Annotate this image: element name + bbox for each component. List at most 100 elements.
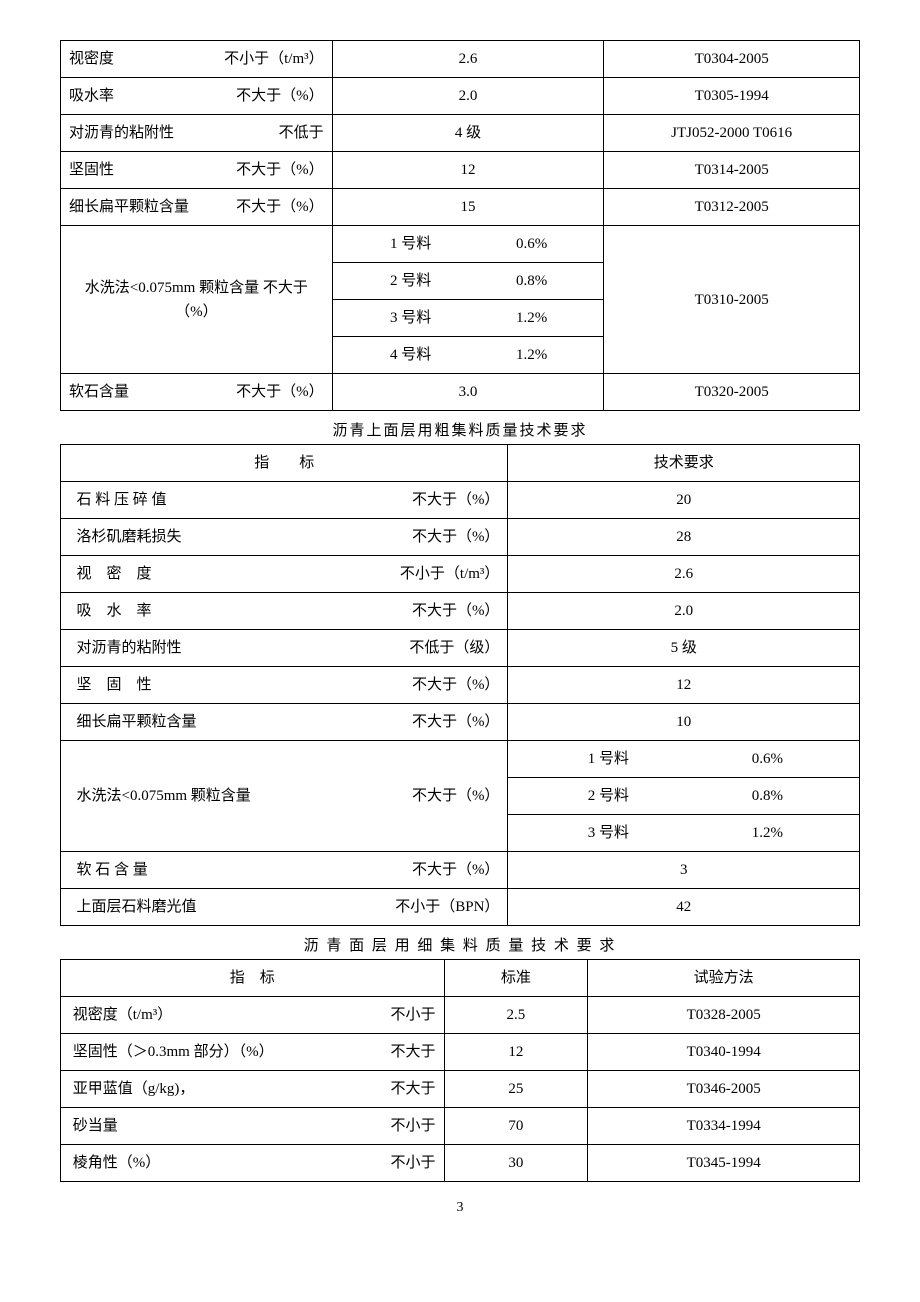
table-row: 上面层石料磨光值 不小于（BPN） 42 [61,889,860,926]
param-name: 坚固性 [69,158,114,182]
param-cond: 不低于（级） [409,636,499,660]
param-cond: 不小于（t/m³） [400,562,500,586]
wash-sub: 3 号料1.2% [508,815,860,852]
param-value: 2.6 [508,556,860,593]
param-value: 5 级 [508,630,860,667]
param-method: T0328-2005 [588,997,860,1034]
param-name: 对沥青的粘附性 [69,121,174,145]
table-row: 石 料 压 碎 值 不大于（%） 20 [61,482,860,519]
param-name: 上面层石料磨光值 [77,895,197,919]
param-name: 视 密 度 [77,562,152,586]
table-row: 砂当量 不小于 70T0334-1994 [61,1108,860,1145]
table-row: 视密度不小于（t/m³）2.6T0304-2005 [61,41,860,78]
table-row: 对沥青的粘附性不低于4 级JTJ052-2000 T0616 [61,115,860,152]
param-method: T0334-1994 [588,1108,860,1145]
table-row: 细长扁平颗粒含量 不大于（%） 15T0312-2005 [61,189,860,226]
caption-table3: 沥 青 面 层 用 细 集 料 质 量 技 术 要 求 [60,934,860,955]
header-cell: 标准 [444,960,588,997]
table-row: 对沥青的粘附性 不低于（级） 5 级 [61,630,860,667]
param-method: T0314-2005 [604,152,860,189]
table-row: 水洗法<0.075mm 颗粒含量不大于（%）1 号料0.6% [61,741,860,778]
param-name: 视密度 [69,47,114,71]
table-header-row: 指 标技术要求 [61,445,860,482]
param-method: T0340-1994 [588,1034,860,1071]
param-name: 坚 固 性 [77,673,152,697]
param-value: 25 [444,1071,588,1108]
header-cell: 试验方法 [588,960,860,997]
table3: 指 标标准试验方法 视密度（t/m³）不小于2.5T0328-2005 坚固性（… [60,959,860,1182]
param-method: T0346-2005 [588,1071,860,1108]
param-cond: 不大于（%） [236,380,324,404]
table-row: 软 石 含 量不大于（%）3 [61,852,860,889]
param-value: 12 [444,1034,588,1071]
param-cond: 不大于（%） [236,158,324,182]
header-cell: 指 标 [61,445,508,482]
param-name: 亚甲蓝值（g/kg)， [73,1077,195,1101]
param-value: 28 [508,519,860,556]
param-method: T0312-2005 [604,189,860,226]
page-number: 3 [60,1200,860,1216]
param-method: T0304-2005 [604,41,860,78]
param-name: 石 料 压 碎 值 [77,488,167,512]
wash-sub: 1 号料0.6% [508,741,860,778]
param-cond: 不小于（BPN） [395,895,499,919]
param-name: 砂当量 [73,1114,118,1138]
caption-table2: 沥青上面层用粗集料质量技术要求 [60,419,860,440]
wash-label: 水洗法<0.075mm 颗粒含量 不大于（%） [61,226,333,374]
param-cond: 不大于（%） [412,488,500,512]
param-cond: 不小于 [391,1114,436,1138]
param-name: 棱角性（%） [73,1151,161,1175]
header-cell: 指 标 [61,960,445,997]
param-value: 4 级 [332,115,604,152]
param-cond: 不小于（t/m³） [224,47,324,71]
wash-sub: 2 号料0.8% [332,263,604,300]
table-row: 细长扁平颗粒含量 不大于（%） 10 [61,704,860,741]
param-cond: 不大于（%） [236,84,324,108]
param-name: 洛杉矶磨耗损失 [77,525,182,549]
wash-sub: 2 号料0.8% [508,778,860,815]
param-cond: 不大于（%） [412,525,500,549]
param-cond: 不大于（%） [412,710,500,734]
param-method: T0320-2005 [604,374,860,411]
param-name: 软 石 含 量 [77,858,148,882]
param-value: 2.0 [332,78,604,115]
table-row: 洛杉矶磨耗损失 不大于（%） 28 [61,519,860,556]
param-name: 吸 水 率 [77,599,152,623]
wash-sub: 1 号料0.6% [332,226,604,263]
table-row: 视 密 度 不小于（t/m³） 2.6 [61,556,860,593]
wash-sub: 4 号料1.2% [332,337,604,374]
param-value: 15 [332,189,604,226]
table-row: 棱角性（%） 不小于 30T0345-1994 [61,1145,860,1182]
param-value: 20 [508,482,860,519]
param-name: 细长扁平颗粒含量 [77,710,197,734]
param-method: JTJ052-2000 T0616 [604,115,860,152]
wash-sub: 3 号料1.2% [332,300,604,337]
table-row: 视密度（t/m³）不小于2.5T0328-2005 [61,997,860,1034]
table-row: 坚固性 不大于（%） 12T0314-2005 [61,152,860,189]
param-value: 2.5 [444,997,588,1034]
wash-label: 水洗法<0.075mm 颗粒含量不大于（%） [61,741,508,852]
param-method: T0345-1994 [588,1145,860,1182]
table-row: 吸水率不大于（%）2.0T0305-1994 [61,78,860,115]
param-value: 12 [332,152,604,189]
param-value: 70 [444,1108,588,1145]
param-cond: 不大于（%） [236,195,324,219]
header-cell: 技术要求 [508,445,860,482]
param-value: 12 [508,667,860,704]
param-value: 42 [508,889,860,926]
table-row: 吸 水 率不大于（%）2.0 [61,593,860,630]
table1: 视密度不小于（t/m³）2.6T0304-2005吸水率不大于（%）2.0T03… [60,40,860,411]
param-cond: 不大于（%） [412,673,500,697]
param-cond: 不小于 [391,1151,436,1175]
param-cond: 不小于 [391,1003,436,1027]
param-value: 30 [444,1145,588,1182]
param-name: 细长扁平颗粒含量 [69,195,189,219]
table2: 指 标技术要求 石 料 压 碎 值不大于（%）20 洛杉矶磨耗损失不大于（%）2… [60,444,860,926]
param-name: 吸水率 [69,84,114,108]
param-value: 3 [508,852,860,889]
table-row: 软石含量不大于（%）3.0T0320-2005 [61,374,860,411]
table-row: 坚固性（＞0.3mm 部分）（%）不大于12T0340-1994 [61,1034,860,1071]
param-value: 10 [508,704,860,741]
param-value: 2.0 [508,593,860,630]
param-name: 对沥青的粘附性 [77,636,182,660]
